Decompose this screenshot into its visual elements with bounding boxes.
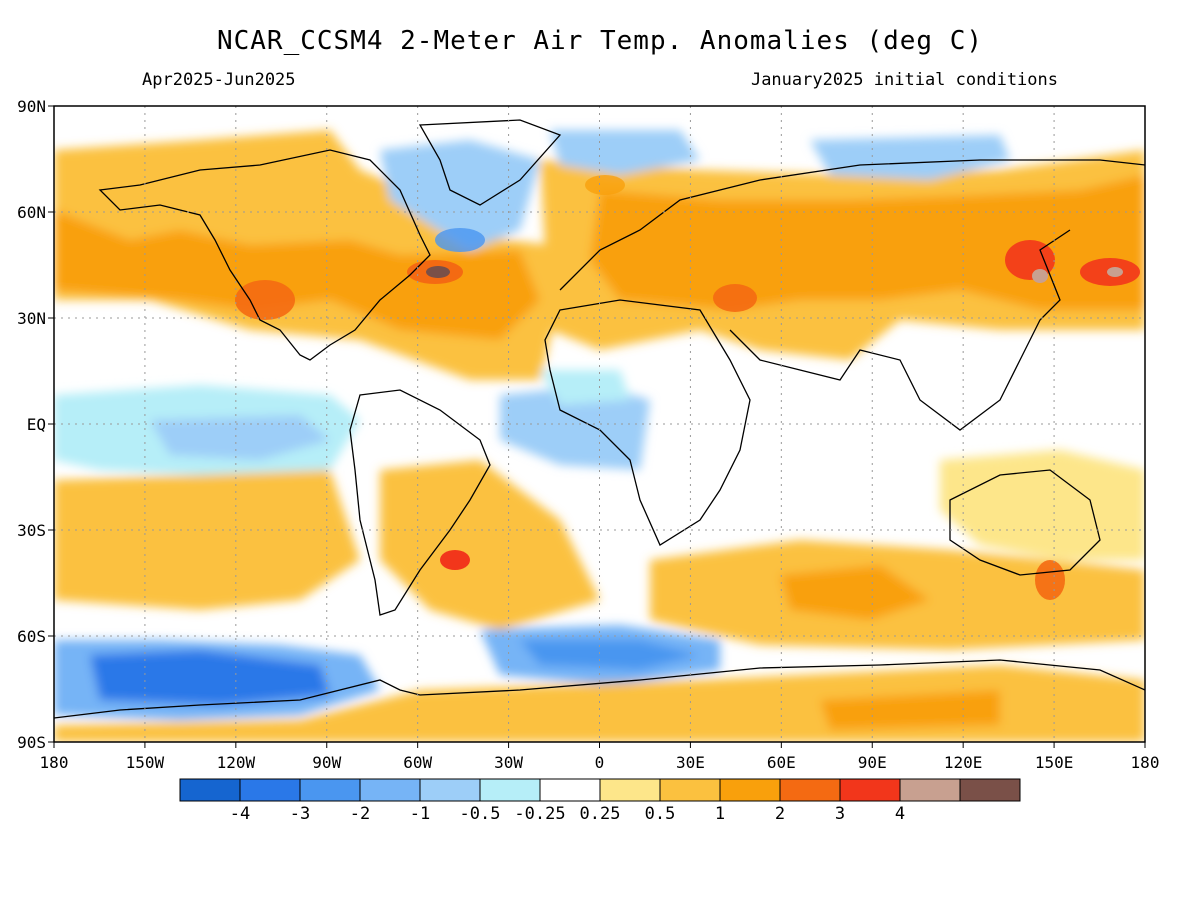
graticule	[54, 106, 1145, 742]
lat-label: 60N	[17, 203, 46, 222]
lat-label: 60S	[17, 627, 46, 646]
lon-label: 30E	[676, 753, 705, 772]
colorbar-swatch	[599, 778, 661, 802]
colorbar-label: -2	[350, 804, 370, 824]
colorbar-label: 1	[715, 804, 725, 824]
lon-label: 150E	[1035, 753, 1074, 772]
colorbar-swatch	[959, 778, 1021, 802]
lon-label: 90W	[312, 753, 341, 772]
lon-label: 180	[40, 753, 69, 772]
colorbar-label: 0.5	[645, 804, 676, 824]
colorbar: -4 -3 -2 -1 -0.5 -0.25 0.25 0.5 1 2 3 4	[179, 778, 1021, 824]
colorbar-label: 2	[775, 804, 785, 824]
colorbar-swatch	[899, 778, 961, 802]
forecast-period: Apr2025-Jun2025	[142, 70, 296, 90]
lon-label: 150W	[126, 753, 165, 772]
lat-label: EQ	[27, 415, 46, 434]
colorbar-label: -0.25	[514, 804, 565, 824]
colorbar-swatch	[719, 778, 781, 802]
colorbar-swatch	[659, 778, 721, 802]
lat-label: 90N	[17, 97, 46, 116]
colorbar-swatch	[779, 778, 841, 802]
map-title: NCAR_CCSM4 2-Meter Air Temp. Anomalies (…	[216, 26, 984, 56]
lon-label: 60E	[767, 753, 796, 772]
colorbar-label: -3	[290, 804, 310, 824]
colorbar-swatch	[299, 778, 361, 802]
colorbar-label: -1	[410, 804, 430, 824]
lon-label: 30W	[494, 753, 523, 772]
lat-label: 90S	[17, 733, 46, 752]
colorbar-swatch	[419, 778, 481, 802]
colorbar-label: 0.25	[580, 804, 621, 824]
axis-labels: 180 150W 120W 90W 60W 30W 0 30E 60E 90E 120E 150E 18…	[17, 97, 1159, 772]
lat-label: 30S	[17, 521, 46, 540]
colorbar-label: -4	[230, 804, 250, 824]
colorbar-label: 4	[895, 804, 905, 824]
colorbar-swatch	[239, 778, 301, 802]
lon-label: 120E	[944, 753, 983, 772]
colorbar-label: -0.5	[460, 804, 501, 824]
coastlines	[54, 119, 1145, 719]
colorbar-swatch	[359, 778, 421, 802]
colorbar-swatch	[479, 778, 541, 802]
lon-label: 0	[595, 753, 605, 772]
colorbar-swatch	[539, 778, 601, 802]
initial-conditions: January2025 initial conditions	[750, 70, 1058, 90]
colorbar-swatch	[179, 778, 241, 802]
lon-label: 120W	[217, 753, 256, 772]
lon-label: 60W	[403, 753, 432, 772]
lat-label: 30N	[17, 309, 46, 328]
lon-label: 90E	[858, 753, 887, 772]
colorbar-label: 3	[835, 804, 845, 824]
lon-label: 180	[1131, 753, 1160, 772]
colorbar-swatch	[839, 778, 901, 802]
